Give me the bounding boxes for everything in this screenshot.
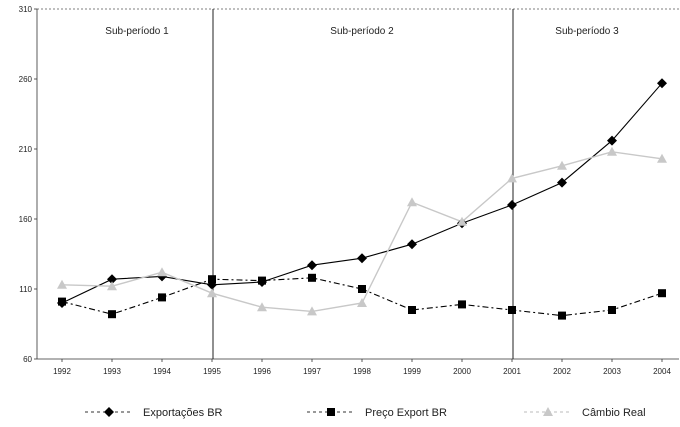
y-tick-label: 60 [23,355,32,364]
data-point-pre-o-export-br [558,311,566,320]
x-tick-label: 1999 [403,367,421,376]
x-tick-label: 1994 [153,367,171,376]
x-tick-label: 2000 [453,367,471,376]
data-point-c-mbio-real [57,279,67,289]
data-point-c-mbio-real [507,173,517,183]
data-point-pre-o-export-br [508,306,516,314]
period-label: Sub-período 2 [330,26,394,37]
data-point-c-mbio-real [657,153,667,163]
x-tick-label: 1998 [353,367,371,376]
data-point-pre-o-export-br [258,276,266,285]
series-line-exporta-es-br [61,82,663,304]
data-point-c-mbio-real [157,267,167,277]
data-point-pre-o-export-br [58,297,66,306]
data-point-c-mbio-real [607,146,617,156]
x-tick-label: 1992 [53,367,71,376]
y-tick-label: 110 [19,285,32,294]
x-tick-label: 2004 [653,367,671,376]
data-point-exporta-es-br [557,177,567,188]
y-axis: 60 110 160 210 260 310 [19,5,37,364]
data-point-c-mbio-real [307,306,317,316]
data-point-exporta-es-br [357,253,367,264]
period-label: Sub-período 1 [105,26,169,37]
data-point-exporta-es-br [507,200,517,210]
data-point-exporta-es-br [107,274,117,285]
data-point-exporta-es-br [607,135,617,146]
legend: Exportações BR Preço Export BR Câmbio Real [85,407,646,419]
data-point-exporta-es-br [407,239,417,250]
data-point-pre-o-export-br [208,275,216,284]
data-point-pre-o-export-br [358,285,366,293]
period-label: Sub-período 3 [555,26,619,37]
x-tick-label: 2001 [503,367,521,376]
y-tick-label: 310 [19,5,33,14]
series-lines [61,82,663,317]
plot-frame [36,8,679,360]
data-point-c-mbio-real [457,216,467,226]
data-point-exporta-es-br [657,78,667,89]
data-point-c-mbio-real [407,197,417,207]
data-point-c-mbio-real [257,302,267,312]
data-point-c-mbio-real [557,160,567,170]
x-tick-label: 1997 [303,367,321,376]
data-point-pre-o-export-br [408,306,416,314]
legend-label-c-mbio-real: Câmbio Real [582,407,646,419]
data-point-pre-o-export-br [458,300,466,309]
legend-marker-pre-o-export-br [327,408,335,416]
x-tick-label: 1993 [103,367,121,376]
data-point-pre-o-export-br [608,306,616,314]
data-point-c-mbio-real [207,288,217,298]
x-tick-label: 2002 [553,367,571,376]
data-point-c-mbio-real [357,298,367,307]
data-point-c-mbio-real [107,281,117,291]
x-axis: 1992 1993 1994 1995 1996 1997 1998 1999 2000 2001… [53,359,671,376]
data-point-pre-o-export-br [108,310,116,319]
sub-periods: Sub-período 1 Sub-período 2 Sub-período 3 [105,9,619,359]
y-tick-label: 210 [19,145,33,154]
y-tick-label: 260 [19,75,33,84]
data-point-pre-o-export-br [158,293,166,302]
legend-label-pre-o-export-br: Preço Export BR [365,407,447,419]
legend-marker-exporta-es-br [104,407,114,417]
series-line-pre-o-export-br [61,277,663,317]
x-tick-label: 1995 [203,367,221,376]
y-tick-label: 160 [19,215,33,224]
series-markers [57,78,667,320]
data-point-exporta-es-br [307,260,317,271]
data-point-pre-o-export-br [658,289,666,298]
x-tick-label: 2003 [603,367,621,376]
legend-label-exporta-es-br: Exportações BR [143,407,223,419]
data-point-pre-o-export-br [308,273,316,282]
legend-marker-c-mbio-real [543,407,553,416]
x-tick-label: 1996 [253,367,271,376]
